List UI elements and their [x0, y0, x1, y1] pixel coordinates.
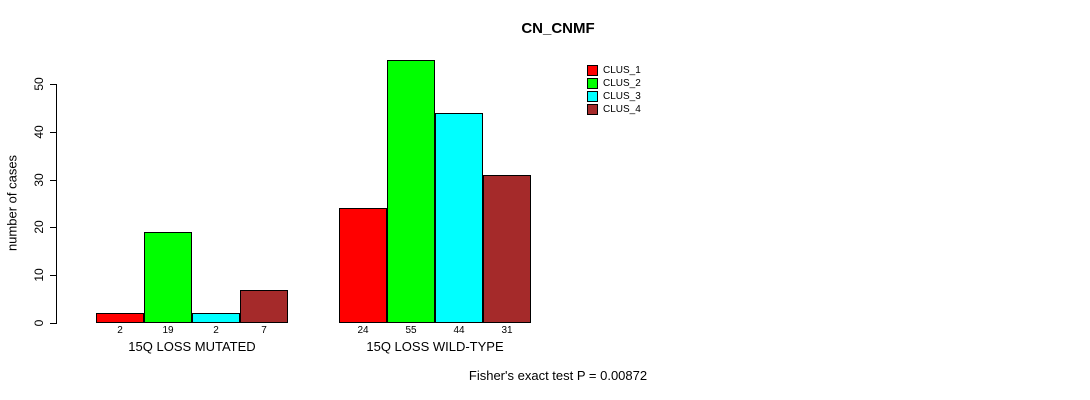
legend-label: CLUS_3: [603, 91, 641, 102]
bar-value-label: 55: [405, 325, 417, 336]
y-axis-label: number of cases: [4, 154, 20, 252]
group-label-1: 15Q LOSS MUTATED: [128, 339, 256, 354]
y-tick-mark: [50, 275, 57, 276]
bar-clus_4-group1: [240, 290, 288, 323]
y-tick-label: 40: [32, 125, 46, 139]
legend-row-clus_4: CLUS_4: [587, 103, 641, 116]
legend-swatch-icon: [587, 78, 598, 89]
bar-value-label: 24: [357, 325, 369, 336]
legend-swatch-icon: [587, 91, 598, 102]
y-tick-mark: [50, 132, 57, 133]
legend: CLUS_1 CLUS_2 CLUS_3 CLUS_4: [587, 64, 641, 116]
y-tick-label: 50: [32, 77, 46, 91]
y-axis-line: [56, 84, 57, 324]
bar-value-label: 31: [501, 325, 513, 336]
bar-clus_2-group1: [144, 232, 192, 323]
y-tick-label: 20: [32, 220, 46, 234]
bar-value-label: 19: [162, 325, 174, 336]
legend-row-clus_1: CLUS_1: [587, 64, 641, 77]
legend-label: CLUS_1: [603, 65, 641, 76]
group-label-2: 15Q LOSS WILD-TYPE: [366, 339, 504, 354]
bar-value-label: 2: [213, 325, 219, 336]
bar-clus_4-group2: [483, 175, 531, 323]
bar-value-label: 44: [453, 325, 465, 336]
y-tick-mark: [50, 227, 57, 228]
legend-row-clus_2: CLUS_2: [587, 77, 641, 90]
y-tick-label: 0: [32, 319, 46, 327]
bar-clus_1-group2: [339, 208, 387, 323]
bar-value-label: 7: [261, 325, 267, 336]
y-tick-label: 30: [32, 173, 46, 187]
bar-value-label: 2: [117, 325, 123, 336]
legend-swatch-icon: [587, 104, 598, 115]
bar-clus_2-group2: [387, 60, 435, 323]
chart-title: CN_CNMF: [521, 20, 595, 37]
y-tick-label: 10: [32, 268, 46, 282]
legend-label: CLUS_4: [603, 104, 641, 115]
fisher-test-annotation: Fisher's exact test P = 0.00872: [468, 368, 648, 383]
bar-clus_3-group1: [192, 313, 240, 323]
legend-label: CLUS_2: [603, 78, 641, 89]
bar-clus_3-group2: [435, 113, 483, 323]
legend-row-clus_3: CLUS_3: [587, 90, 641, 103]
bar-clus_1-group1: [96, 313, 144, 323]
y-tick-mark: [50, 323, 57, 324]
y-tick-mark: [50, 180, 57, 181]
y-tick-mark: [50, 84, 57, 85]
legend-swatch-icon: [587, 65, 598, 76]
